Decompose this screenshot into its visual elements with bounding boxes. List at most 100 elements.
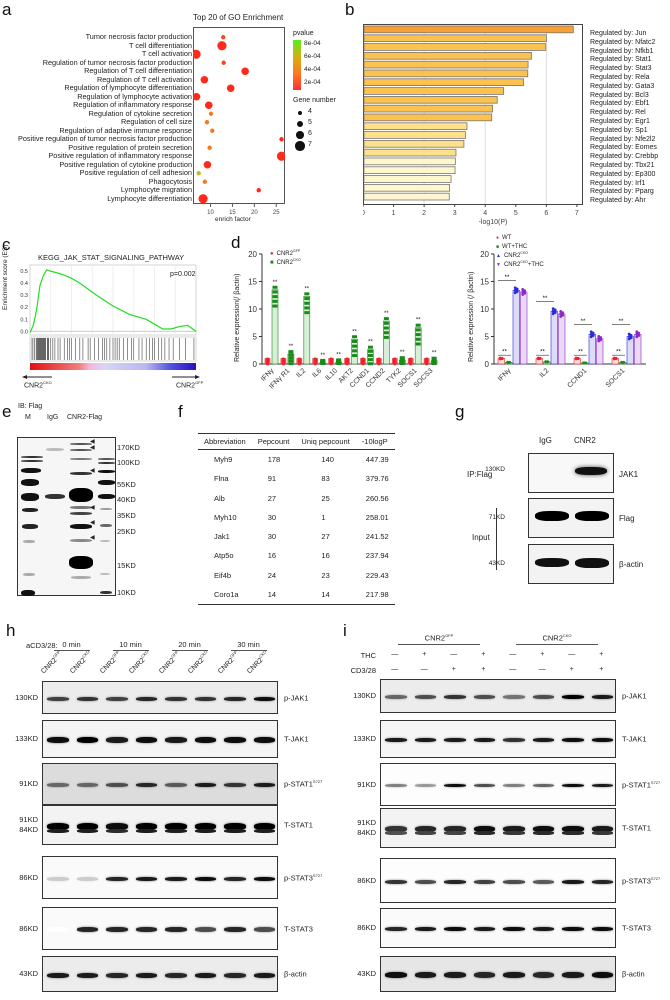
regulator-label: Regulated by: Nfe2l2 <box>590 135 656 143</box>
table-row: Coro1a 14 14 217.98 <box>198 585 395 606</box>
svg-text:0.4: 0.4 <box>20 281 28 287</box>
regulator-bar <box>363 60 529 69</box>
regulator-label: Regulated by: Tbx21 <box>590 162 655 169</box>
condition-sign: — <box>450 651 458 658</box>
table-cell: 260.56 <box>365 493 389 503</box>
timepoint-label: 30 min <box>237 640 260 649</box>
blot-label: p-STAT3S727 <box>284 872 323 883</box>
pvalue-tick: 8e-04 <box>304 40 321 47</box>
arrowhead-icon: ◀ <box>90 445 95 451</box>
svg-text:**: ** <box>619 319 624 325</box>
regulator-bar <box>363 104 494 113</box>
timepoint-label: 0 min <box>62 640 81 649</box>
regulator-bar <box>363 131 466 139</box>
kd-marker: 91KD <box>19 779 38 788</box>
blot-strip--actin <box>42 956 278 992</box>
go-term-label: Regulation of lymphocyte differentiation <box>64 83 192 93</box>
go-bubble <box>279 137 284 142</box>
svg-text:0.2: 0.2 <box>20 305 28 311</box>
legend-item: ▼ CNR2CKO+THC <box>496 260 544 268</box>
gel-marker-15: 15KD <box>117 561 136 570</box>
pvalue-tick: 6e-04 <box>304 53 321 60</box>
chart-b-plot: 0 1 2 3 4 5 6 7 -log10(P) <box>363 24 583 226</box>
kd-marker: 86KD <box>19 872 38 882</box>
table-cell: 30 <box>267 512 277 522</box>
go-term-label: Regulation of cell size <box>121 117 192 127</box>
kd-marker: 91KD 84KD <box>357 818 376 837</box>
table-cell: 23 <box>321 570 330 580</box>
coip-label-jak1: JAK1 <box>619 470 639 479</box>
go-term-label: Positive regulation of tumor necrosis fa… <box>18 134 192 144</box>
svg-text:**: ** <box>400 350 405 356</box>
kd-marker: 86KD <box>357 923 376 932</box>
svg-text:**: ** <box>384 311 389 317</box>
go-bubble <box>196 171 201 176</box>
chart-a-xlabel: enrich factor <box>215 216 251 223</box>
table-row: Atp5o 16 16 237.94 <box>198 546 395 565</box>
coip-lane-cnr2: CNR2 <box>574 436 596 445</box>
table-row: Alb 27 25 260.56 <box>198 489 395 508</box>
timepoint-label: 10 min <box>119 640 142 649</box>
table-header: -10logP <box>355 433 395 450</box>
gene-size-dot <box>295 141 305 151</box>
svg-text:**: ** <box>616 350 621 356</box>
regulator-label: Regulated by: Eomes <box>590 144 657 152</box>
lane-label: CNR2CKO <box>187 649 209 676</box>
panel-letter-g: g <box>455 402 465 421</box>
gel-lane-igg: IgG <box>47 414 59 421</box>
table-cell: 91 <box>267 474 277 484</box>
gel-marker-100: 100KD <box>117 458 140 467</box>
gsea-left-label: CNR2CKO <box>24 380 52 390</box>
svg-text:**: ** <box>304 286 309 292</box>
go-bubble <box>198 194 208 204</box>
lane-label: CNR2GFP <box>216 649 238 676</box>
regulator-label: Regulated by: Crebbp <box>590 153 659 161</box>
svg-text:**: ** <box>320 353 325 359</box>
svg-text:15: 15 <box>480 278 489 287</box>
group-underline <box>516 644 598 645</box>
table-cell: 178 <box>267 455 281 464</box>
svg-text:20: 20 <box>248 250 257 259</box>
regulator-label: Regulated by: Nfkb1 <box>590 47 654 55</box>
condition-label: THC <box>360 651 376 660</box>
legend-item: ● WT <box>496 235 512 241</box>
qpcr-chart-left: Relative expression(/ βactin) 0 5 10 15 20 **… <box>230 230 440 405</box>
svg-text:**: ** <box>578 350 583 356</box>
svg-text:0: 0 <box>363 210 365 217</box>
gene-size-label: 5 <box>308 119 312 126</box>
coip-kd-flag: 71KD <box>488 514 505 521</box>
go-term-label: Positive regulation of inflammatory resp… <box>48 151 192 161</box>
table-header: Pepcount <box>251 433 296 450</box>
go-bubble <box>221 35 226 40</box>
go-bubble <box>208 111 214 116</box>
go-bubble <box>204 120 210 125</box>
gsea-direction-arrows <box>22 375 200 379</box>
gsea-es-curve: 0.0 0.1 0.2 0.3 0.4 0.5 <box>20 264 197 370</box>
go-term-label: T cell activation <box>141 49 192 59</box>
gsea-plot: KEGG_JAK_STAT_SIGNALING_PATHWAY Enrichme… <box>0 230 230 400</box>
pvalue-legend-ticks: 8e-04 6e-04 4e-04 2e-04 <box>304 40 344 90</box>
svg-text:0.3: 0.3 <box>20 293 28 299</box>
arrowhead-icon: ◀ <box>90 535 95 541</box>
svg-text:2: 2 <box>422 210 426 217</box>
go-term-label: T cell differentiation <box>128 40 192 50</box>
regulator-bar <box>363 78 524 86</box>
panel-letter-c: c <box>2 235 11 254</box>
regulator-bar-chart: 01234567-log10(P) Regulated by: JunRegul… <box>335 0 670 230</box>
table-cell: Eif4b <box>214 570 232 580</box>
regulator-label: Regulated by: Sp1 <box>590 126 648 134</box>
legend-marker-icon: ▲ <box>496 253 501 259</box>
table-cell: 27 <box>267 493 277 503</box>
svg-text:0: 0 <box>485 360 490 369</box>
lane-label: CNR2GFP <box>39 649 61 676</box>
coip-kd-actin: 43KD <box>488 560 505 567</box>
regulator-label: Regulated by: Nfatc2 <box>590 38 656 46</box>
coip-kd-jak1: 130KD <box>485 466 505 473</box>
blot-strip--actin <box>380 956 616 992</box>
svg-text:**: ** <box>543 296 548 302</box>
condition-sign: — <box>568 651 576 658</box>
go-term-label: Regulation of tumor necrosis factor prod… <box>42 57 192 67</box>
go-term-label: Positive regulation of cytokine producti… <box>59 159 192 169</box>
gel-marker-40: 40KD <box>117 495 136 504</box>
